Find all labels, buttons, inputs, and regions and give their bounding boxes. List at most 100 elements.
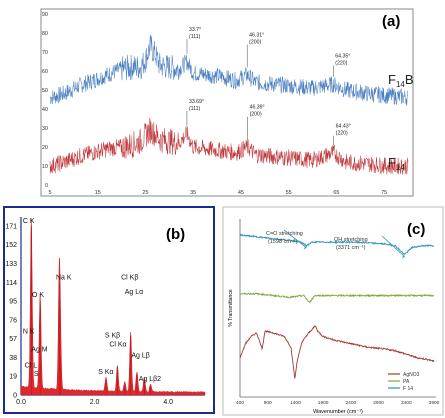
- ftir-x-tick-label: 1400: [290, 400, 301, 406]
- ftir-series: [239, 233, 435, 379]
- ftir-arrowhead: [402, 255, 405, 259]
- xrd-x-tick-label: 15: [95, 190, 101, 196]
- eds-y-tick-label: 95: [9, 299, 17, 306]
- ftir-x-axis-label: Wavenumber (cm⁻¹): [313, 409, 363, 415]
- eds-y-tick-label: 0: [13, 393, 17, 400]
- eds-element-label: Ag Lβ: [131, 352, 149, 359]
- xrd-x-axis: 5 15 25 35 45 55 65 75: [48, 190, 387, 196]
- panel-label-a: (a): [382, 13, 400, 30]
- xrd-y-tick-label: 10: [42, 164, 48, 170]
- xrd-peak-hkl-label: (220): [336, 131, 348, 137]
- eds-y-tick-label: 171: [5, 223, 17, 230]
- eds-element-label: C K: [23, 218, 35, 225]
- eds-y-tick-label: 38: [9, 355, 17, 362]
- panel-label-b: (b): [166, 226, 185, 243]
- xrd-y-tick-label: 0: [45, 183, 48, 189]
- ftir-annotation-subtext: (3371 cm⁻¹): [336, 245, 366, 251]
- xrd-y-tick-label: 40: [42, 107, 48, 113]
- eds-x-tick-label: 2.0: [90, 399, 100, 406]
- ftir-annotations: C=O stretching (1598 cm⁻¹) OH stretching (3…: [266, 229, 405, 259]
- xrd-series-label-F14B: F14B: [388, 72, 414, 89]
- eds-element-label: Ag Lβ2: [139, 376, 161, 383]
- xrd-series: [49, 34, 409, 175]
- eds-y-tick-label: 152: [5, 242, 17, 249]
- ftir-x-tick-label: 400: [236, 400, 244, 406]
- xrd-peak-angle-label: 46.39°: [250, 105, 265, 111]
- eds-x-axis: 0.0 2.0 4.0: [16, 399, 173, 406]
- xrd-peak-hkl-label: (111): [189, 106, 201, 112]
- ftir-line-PA: [239, 291, 435, 304]
- xrd-y-tick-label: 80: [42, 31, 48, 37]
- ftir-legend-label: AgNO3: [403, 372, 420, 378]
- ftir-x-tick-label: 3400: [401, 400, 412, 406]
- eds-y-tick-label: 76: [9, 317, 17, 324]
- eds-element-labels: C K Na K O K Cl Kβ Ag Lα N K Ag M Cl L S S Kβ Cl K…: [23, 218, 161, 383]
- ftir-annotation-label: OH stretching: [334, 237, 368, 243]
- ftir-chart: % Transmittance 400 900 1400 1900 2400 2900 34…: [222, 206, 444, 416]
- xrd-y-tick-label: 20: [42, 145, 48, 151]
- ftir-arrowhead: [303, 246, 307, 250]
- xrd-y-tick-label: 30: [42, 126, 48, 132]
- eds-element-label: Ag Lα: [125, 289, 143, 296]
- xrd-series-labels: F14B F14: [388, 72, 414, 172]
- eds-x-tick-label: 0.0: [16, 399, 26, 406]
- xrd-x-tick-label: 25: [142, 190, 148, 196]
- xrd-y-tick-label: 70: [42, 50, 48, 56]
- eds-peaks: [20, 218, 206, 396]
- eds-y-tick-label: 133: [5, 261, 17, 268]
- ftir-legend-label: PA: [403, 379, 410, 385]
- xrd-peak-hkl-label: (200): [249, 40, 261, 46]
- eds-element-label: Na K: [56, 274, 72, 281]
- eds-element-label: Cl Kα: [109, 342, 126, 349]
- eds-y-tick-label: 57: [9, 336, 17, 343]
- ftir-legend-label: F 14: [403, 386, 413, 392]
- ftir-annotation-subtext: (1598 cm⁻¹): [268, 239, 298, 245]
- eds-element-label: N K: [23, 329, 35, 336]
- ftir-outer-frame: [222, 206, 444, 416]
- xrd-peak-angle-label: 33.69°: [189, 99, 204, 105]
- xrd-peak-hkl-label: (111): [189, 34, 201, 40]
- xrd-peak-hkl-label: (220): [335, 60, 347, 66]
- eds-element-label: Ag M: [31, 346, 48, 353]
- ftir-line-F14: [239, 233, 435, 256]
- eds-element-label: O K: [32, 292, 44, 299]
- xrd-x-tick-label: 75: [381, 190, 387, 196]
- xrd-plot-frame: [40, 8, 414, 197]
- eds-element-label: S Kβ: [105, 333, 120, 340]
- ftir-annotation-label: C=O stretching: [266, 231, 303, 237]
- xrd-series-line-F14B: [49, 34, 409, 106]
- ftir-line-AgNO3: [239, 324, 435, 379]
- eds-element-label: S: [34, 371, 39, 378]
- xrd-series-label-F14: F14: [388, 155, 405, 172]
- xrd-x-tick-label: 5: [48, 190, 51, 196]
- ftir-x-tick-label: 1900: [318, 400, 329, 406]
- xrd-peak-hkl-label: (200): [250, 112, 262, 118]
- eds-y-tick-label: 19: [9, 374, 17, 381]
- eds-spectrum-area: [20, 218, 206, 396]
- xrd-x-tick-label: 55: [286, 190, 292, 196]
- xrd-y-tick-label: 50: [42, 88, 48, 94]
- xrd-y-tick-label: 60: [42, 69, 48, 75]
- ftir-x-axis: 400 900 1400 1900 2400 2900 3400 3900: [236, 400, 440, 406]
- xrd-x-tick-label: 35: [190, 190, 196, 196]
- xrd-peak-angle-label: 46.31°: [249, 33, 264, 39]
- ftir-x-tick-label: 3900: [429, 400, 440, 406]
- eds-chart: 0 19 38 57 76 95 114 133 152 171 0.0 2.0 4.0 C K Na …: [3, 206, 215, 414]
- eds-x-tick-label: 4.0: [163, 399, 173, 406]
- eds-element-label: Cl L: [25, 362, 38, 369]
- eds-element-label: Cl Kβ: [121, 274, 138, 281]
- ftir-x-tick-label: 900: [264, 400, 272, 406]
- eds-y-axis: 0 19 38 57 76 95 114 133 152 171: [5, 223, 17, 399]
- ftir-y-axis-label: % Transmittance: [228, 289, 234, 326]
- eds-element-label: S Kα: [98, 369, 113, 376]
- xrd-peak-annotations: 33.7°(111) 46.31°(200)64.35°(220)33.69°(1…: [186, 27, 351, 146]
- xrd-chart: 0 10 20 30 40 50 60 70 80 90 5 15 25 35 45 55 65 75 33.7…: [40, 8, 414, 197]
- ftir-annotation-arrow: [283, 229, 307, 249]
- eds-y-tick-label: 114: [6, 280, 17, 287]
- ftir-x-tick-label: 2400: [346, 400, 357, 406]
- panel-label-c: (c): [407, 221, 425, 238]
- xrd-peak-angle-label: 64.35°: [335, 53, 350, 59]
- ftir-x-tick-label: 2900: [373, 400, 384, 406]
- xrd-y-axis: 0 10 20 30 40 50 60 70 80 90: [42, 12, 48, 189]
